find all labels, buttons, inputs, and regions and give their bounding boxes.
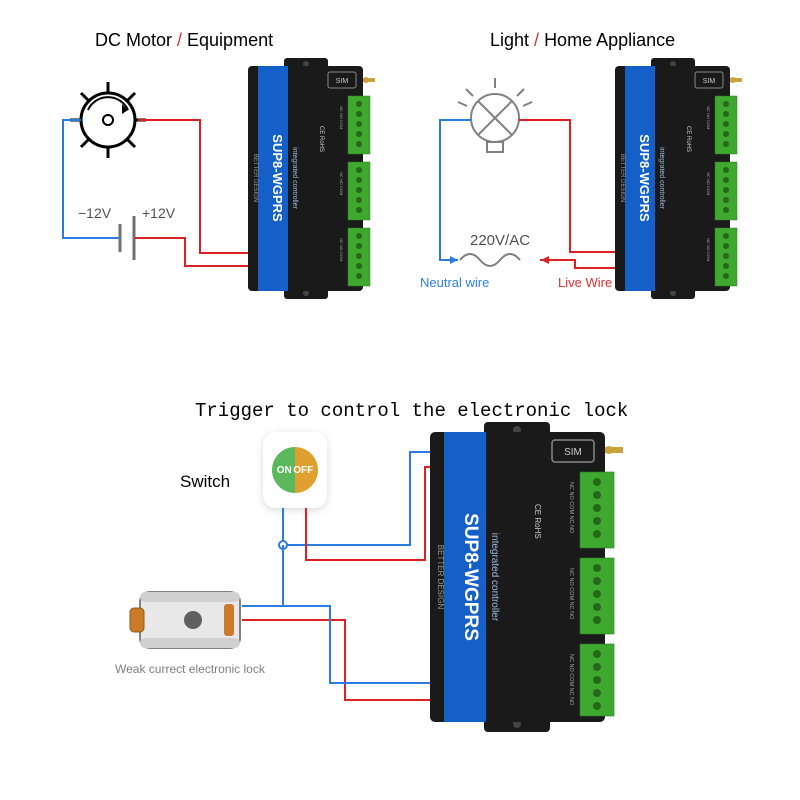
dc-motor-text: DC Motor xyxy=(95,30,172,50)
plus-12v-label: +12V xyxy=(142,205,175,221)
slash-2: / xyxy=(529,30,544,50)
wire-red-3a xyxy=(306,467,459,560)
slash-1: / xyxy=(172,30,187,50)
home-appliance-text: Home Appliance xyxy=(544,30,675,50)
wire-red-1 xyxy=(135,238,266,266)
minus-12v-label: −12V xyxy=(78,205,111,221)
wire-red-2b xyxy=(540,260,632,268)
title-trigger: Trigger to control the electronic lock xyxy=(195,400,628,422)
ac-source-icon xyxy=(460,254,520,266)
switch-on-text: ON xyxy=(277,465,292,476)
live-wire-label: Live Wire xyxy=(558,275,612,290)
voltage-ac-label: 220V/AC xyxy=(470,232,530,249)
battery-icon xyxy=(120,216,134,260)
switch-icon: ON OFF xyxy=(263,432,327,508)
wire-blue-2 xyxy=(440,120,471,260)
wiring-diagram: { "titles": { "dc_motor": "DC Motor", "e… xyxy=(0,0,800,800)
lightbulb-icon xyxy=(458,78,532,152)
dc-motor-icon xyxy=(70,82,146,158)
switch-off-text: OFF xyxy=(293,465,313,476)
title-light: Light / Home Appliance xyxy=(490,30,675,51)
neutral-wire-label: Neutral wire xyxy=(420,275,489,290)
equipment-text: Equipment xyxy=(187,30,273,50)
electronic-lock-icon xyxy=(130,592,240,648)
light-text: Light xyxy=(490,30,529,50)
switch-label: Switch xyxy=(180,472,230,492)
wire-blue-3b xyxy=(242,606,434,683)
weak-lock-label: Weak currect electronic lock xyxy=(115,662,265,676)
wire-red-3b xyxy=(242,620,434,700)
wire-red-2a xyxy=(519,120,632,252)
title-dc-motor: DC Motor / Equipment xyxy=(95,30,273,51)
